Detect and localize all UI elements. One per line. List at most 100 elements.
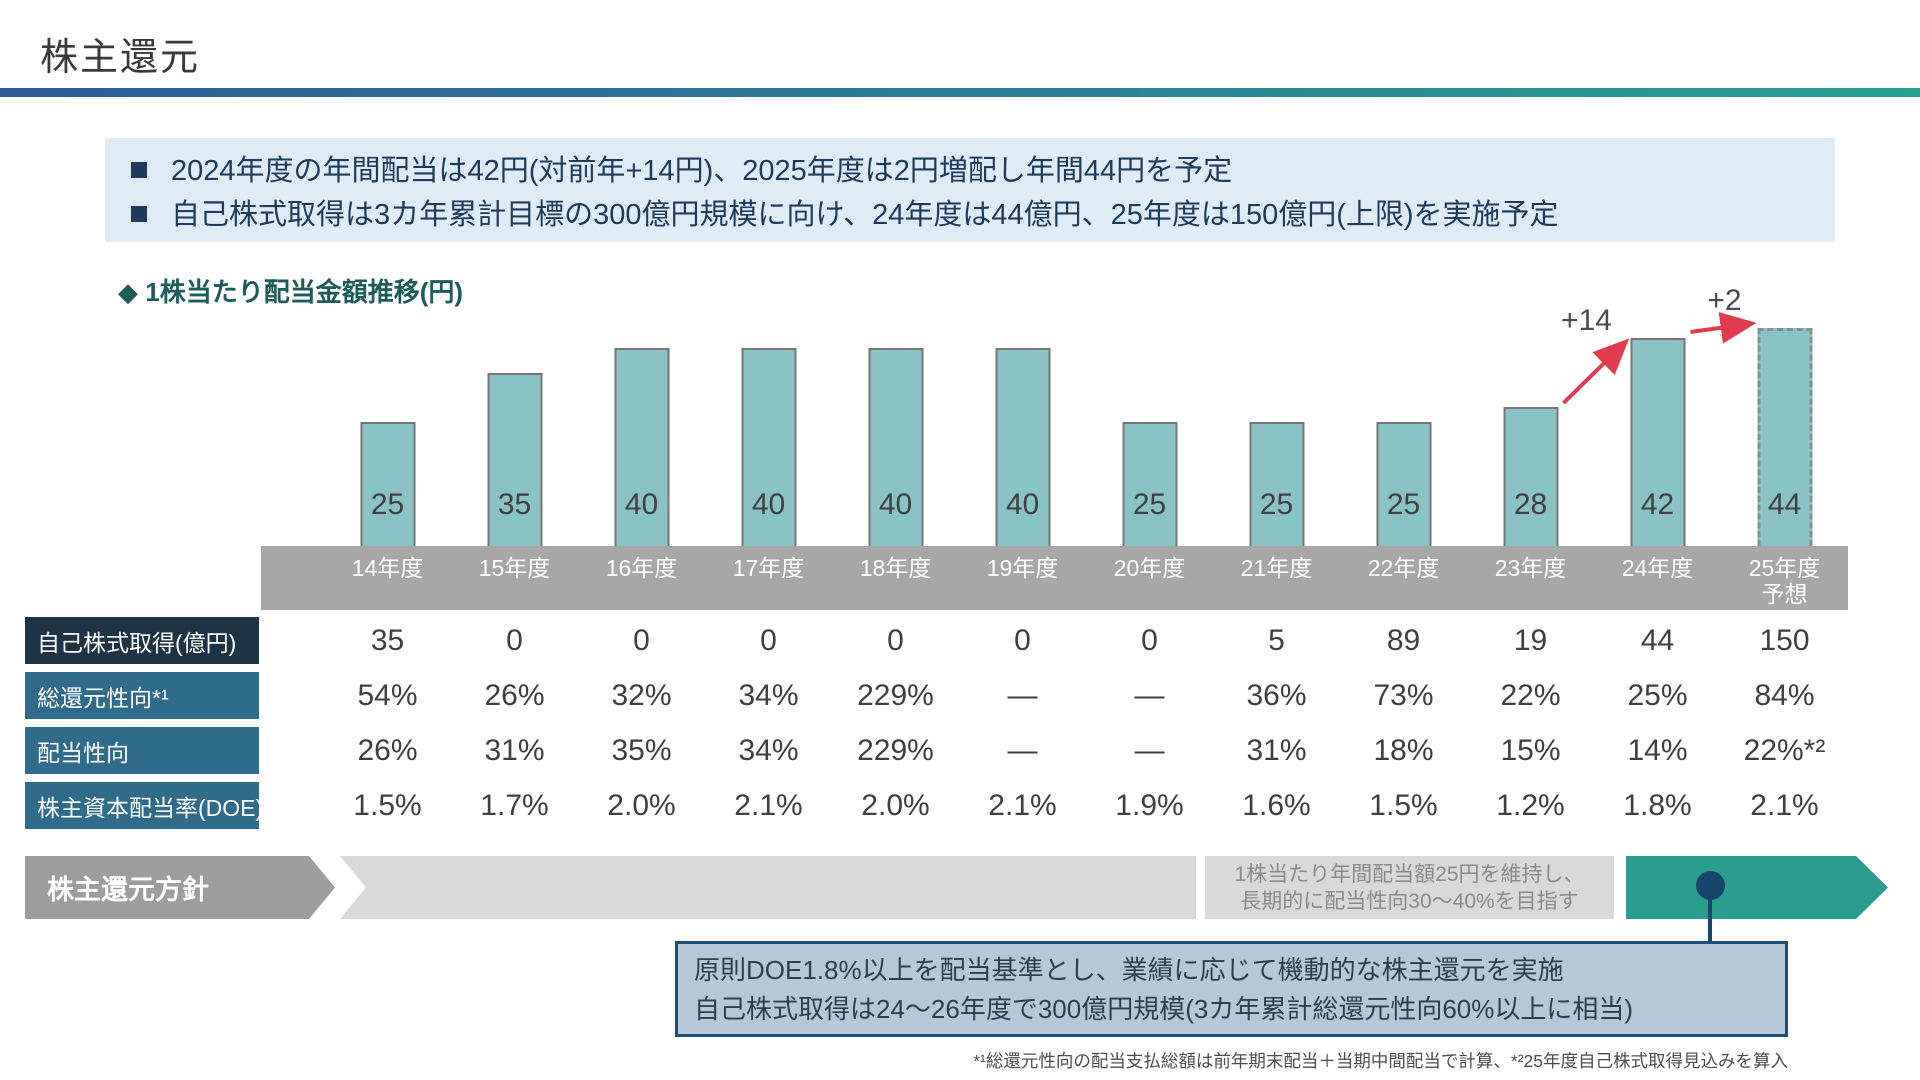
metric-value-cell: 2.1%	[1750, 788, 1819, 822]
dividend-bar: 25	[1249, 422, 1304, 546]
dividend-bar: 40	[995, 348, 1050, 546]
metric-value-cell: 36%	[1246, 678, 1307, 712]
metric-value-cell: 34%	[738, 678, 799, 712]
metric-value-cell: 44	[1640, 623, 1675, 657]
row-header: 配当性向	[25, 727, 259, 774]
row-header: 総還元性向*¹	[25, 672, 259, 719]
page-title: 株主還元	[40, 37, 201, 79]
axis-label-year: 17年度	[732, 555, 805, 581]
axis-label-year: 21年度	[1240, 555, 1313, 581]
row-values: 1.5% 1.7% 2.0% 2.1% 2.0% 2.1% 1.9% 1.6% 1.5% 1.2%…	[324, 782, 1848, 829]
metric-value-cell: 0	[506, 623, 523, 657]
metric-value-cell: 1.9%	[1115, 788, 1184, 822]
callout-pin-stem	[1708, 890, 1712, 943]
metric-value-cell: 84%	[1754, 678, 1815, 712]
x-axis-band: 14年度 15年度 16年度 17年度 18年度 19年度 20年度 21年度 22年度 23年度…	[261, 546, 1848, 610]
axis-label: 23年度	[1467, 546, 1594, 610]
chart-section-title: ◆ 1株当たり配当金額推移(円)	[118, 272, 463, 309]
axis-label-year: 25年度	[1748, 555, 1821, 581]
metric-value-cell: 229%	[857, 678, 934, 712]
axis-label-year: 14年度	[351, 555, 424, 581]
bar-column: 40	[578, 281, 705, 546]
metric-value-cell: —	[1007, 678, 1038, 712]
metric-value-cell: 150	[1759, 623, 1810, 657]
dividend-bar: 28	[1503, 407, 1558, 546]
metric-value-cell: 31%	[1246, 733, 1307, 767]
axis-label: 18年度	[832, 546, 959, 610]
policy-arrow-current	[1626, 856, 1888, 919]
axis-label: 19年度	[959, 546, 1086, 610]
metric-value-cell: 25%	[1627, 678, 1688, 712]
metric-value-cell: 26%	[484, 678, 545, 712]
axis-label: 17年度	[705, 546, 832, 610]
metric-value-cell: 32%	[611, 678, 672, 712]
dividend-bar: 40	[741, 348, 796, 546]
metric-value-cell: 73%	[1373, 678, 1434, 712]
metric-value-cell: 14%	[1627, 733, 1688, 767]
axis-label-year: 20年度	[1113, 555, 1186, 581]
dividend-bar-chart: 25 35 40 40 40 40 25 25 25 28 42 44	[324, 281, 1848, 546]
bullet-square-icon	[131, 206, 147, 222]
metric-value-cell: 15%	[1500, 733, 1561, 767]
metric-value-cell: 18%	[1373, 733, 1434, 767]
metric-value-cell: 0	[760, 623, 777, 657]
metric-value-cell: 89	[1386, 623, 1421, 657]
policy-note-line: 1株当たり年間配当額25円を維持し、	[1234, 862, 1585, 886]
metric-value-cell: 0	[633, 623, 650, 657]
axis-label-year: 15年度	[478, 555, 551, 581]
axis-label-year: 19年度	[986, 555, 1059, 581]
bar-value-label: 40	[751, 488, 786, 521]
bar-column: 42	[1594, 281, 1721, 546]
metric-value-cell: 5	[1268, 623, 1285, 657]
policy-timeline-band	[340, 856, 1196, 919]
bar-value-label: 42	[1640, 488, 1675, 521]
axis-label: 20年度	[1086, 546, 1213, 610]
metric-value-cell: 1.8%	[1623, 788, 1692, 822]
dividend-bar: 25	[360, 422, 415, 546]
policy-callout-line: 自己株式取得は24～26年度で300億円規模(3カ年累計総還元性向60%以上に相…	[694, 994, 1634, 1024]
bar-value-label: 44	[1767, 488, 1802, 521]
table-row: 株主資本配当率(DOE) 1.5% 1.7% 2.0% 2.1% 2.0% 2.1% 1.9%…	[25, 782, 1848, 829]
metric-value-cell: 0	[887, 623, 904, 657]
callout-pin-icon	[1696, 871, 1725, 900]
summary-panel: 2024年度の年間配当は42円(対前年+14円)、2025年度は2円増配し年間4…	[105, 138, 1835, 242]
bar-column: 44	[1721, 281, 1848, 546]
dividend-bar: 35	[487, 373, 542, 546]
bar-value-label: 25	[1132, 488, 1167, 521]
dividend-bar: 40	[868, 348, 923, 546]
policy-note-line: 長期的に配当性向30～40%を目指す	[1240, 889, 1579, 913]
metric-value-cell: 35	[370, 623, 405, 657]
policy-chevron-label: 株主還元方針	[25, 856, 335, 919]
dividend-bar: 42	[1630, 338, 1685, 546]
bar-column: 25	[1213, 281, 1340, 546]
row-values: 26% 31% 35% 34% 229% — — 31% 18% 15% 14% 22%*²	[324, 727, 1848, 774]
metric-value-cell: 1.5%	[1369, 788, 1438, 822]
metric-value-cell: 19	[1513, 623, 1548, 657]
bar-value-label: 35	[497, 488, 532, 521]
bar-column: 35	[451, 281, 578, 546]
axis-label: 21年度	[1213, 546, 1340, 610]
axis-label: 25年度 予想	[1721, 546, 1848, 610]
bar-column: 25	[1086, 281, 1213, 546]
bar-column: 25	[324, 281, 451, 546]
metric-value-cell: 229%	[857, 733, 934, 767]
row-header: 自己株式取得(億円)	[25, 617, 259, 664]
dividend-bar: 25	[1376, 422, 1431, 546]
metric-value-cell: 34%	[738, 733, 799, 767]
policy-note-box: 1株当たり年間配当額25円を維持し、 長期的に配当性向30～40%を目指す	[1205, 856, 1614, 919]
metric-value-cell: 1.6%	[1242, 788, 1311, 822]
bar-column: 40	[959, 281, 1086, 546]
bar-value-label: 25	[370, 488, 405, 521]
metric-value-cell: 0	[1014, 623, 1031, 657]
metric-value-cell: 0	[1141, 623, 1158, 657]
x-axis-labels: 14年度 15年度 16年度 17年度 18年度 19年度 20年度 21年度 22年度 23年度…	[324, 546, 1848, 610]
axis-label-year: 24年度	[1621, 555, 1694, 581]
metric-value-cell: —	[1007, 733, 1038, 767]
metric-value-cell: 35%	[611, 733, 672, 767]
bar-value-label: 40	[1005, 488, 1040, 521]
chart-section-title-text: 1株当たり配当金額推移(円)	[145, 277, 464, 307]
dividend-bar: 40	[614, 348, 669, 546]
metric-value-cell: 2.1%	[988, 788, 1057, 822]
summary-bullet-text: 2024年度の年間配当は42円(対前年+14円)、2025年度は2円増配し年間4…	[171, 155, 1233, 187]
metric-value-cell: —	[1134, 733, 1165, 767]
